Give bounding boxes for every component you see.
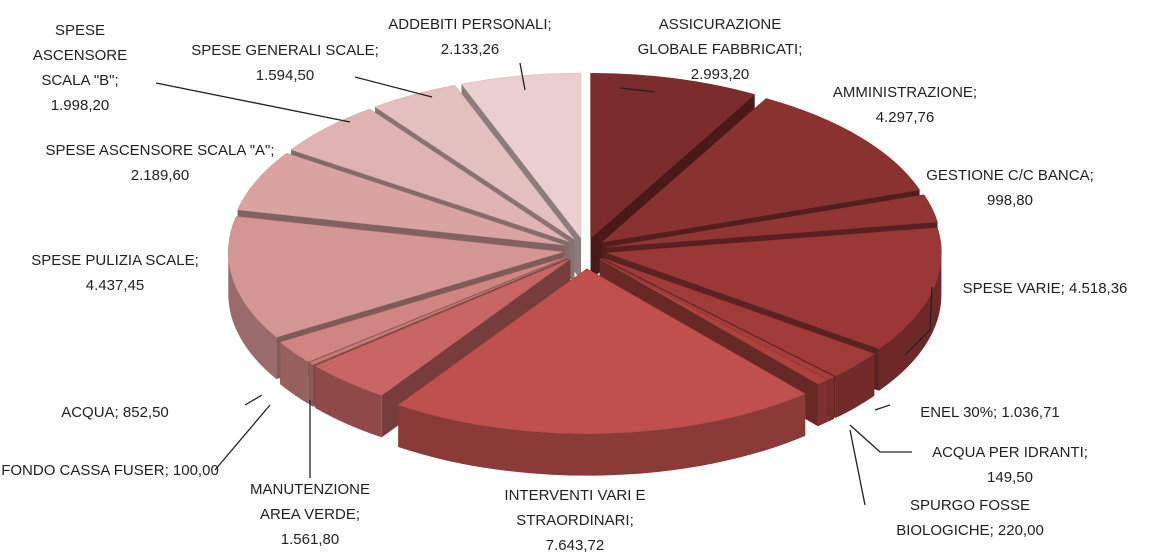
data-label: MANUTENZIONE AREA VERDE; 1.561,80 <box>235 477 385 552</box>
slice <box>308 257 569 366</box>
label-category: SPURGO FOSSE BIOLOGICHE <box>896 497 1031 539</box>
leader-line <box>904 286 933 356</box>
data-label: SPESE ASCENSORE SCALA "A"; 2.189,60 <box>30 138 290 188</box>
slice-wall <box>309 362 314 407</box>
label-separator: ; <box>547 16 552 33</box>
label-separator: ; <box>1083 444 1088 461</box>
label-value: 852,50 <box>122 404 169 421</box>
label-separator: ; <box>972 84 978 101</box>
leader-line <box>244 394 263 406</box>
leader-line <box>214 404 271 471</box>
leader-line <box>354 76 433 98</box>
slice <box>279 256 568 363</box>
label-value: 4.437,45 <box>85 277 145 294</box>
slice-wall <box>827 376 835 422</box>
label-category: SPESE PULIZIA SCALE <box>31 252 195 269</box>
slice <box>601 257 875 377</box>
slice-wall <box>315 366 382 438</box>
data-label: SPURGO FOSSE BIOLOGICHE; 220,00 <box>885 493 1055 543</box>
slice-wall <box>878 252 942 391</box>
label-value: 7.643,72 <box>545 537 605 553</box>
label-category: ACQUA <box>61 404 115 421</box>
slice <box>590 73 756 239</box>
label-category: ADDEBITI PERSONALI <box>388 16 548 33</box>
data-label: INTERVENTI VARI E STRAORDINARI; 7.643,72 <box>490 483 660 553</box>
label-separator: ; <box>114 404 119 421</box>
data-label: ADDEBITI PERSONALI; 2.133,26 <box>370 12 570 62</box>
data-label: SPESE PULIZIA SCALE; 4.437,45 <box>0 248 230 298</box>
slice <box>290 108 570 242</box>
slice-wall <box>228 251 277 380</box>
label-value: 4.518,36 <box>1069 280 1128 297</box>
label-category: SPESE GENERALI SCALE <box>191 42 375 59</box>
data-label: FONDO CASSA FUSER; 100,00 <box>0 458 220 483</box>
leader-line <box>519 62 526 91</box>
slice <box>374 84 575 240</box>
label-value: 2.133,26 <box>440 41 500 58</box>
label-value: 4.297,76 <box>875 109 935 126</box>
data-label: ASSICURAZIONE GLOBALE FABBRICATI; 2.993,… <box>625 12 815 87</box>
label-category: ACQUA PER IDRANTI <box>932 444 1084 461</box>
data-label: SPESE ASCENSORE SCALA "B"; 1.998,20 <box>15 18 145 118</box>
label-separator: ; <box>164 462 169 479</box>
slice <box>397 268 806 434</box>
data-label: ACQUA PER IDRANTI; 149,50 <box>915 440 1105 490</box>
data-label: GESTIONE C/C BANCA; 998,80 <box>910 163 1110 213</box>
label-separator: ; <box>374 42 379 59</box>
leader-line <box>619 87 656 93</box>
label-category: GESTIONE C/C BANCA <box>926 167 1090 184</box>
label-separator: ; <box>355 506 361 523</box>
slice <box>237 153 565 246</box>
data-label: ENEL 30%; 1.036,71 <box>880 400 1100 425</box>
label-category: SPESE VARIE <box>962 280 1061 297</box>
data-label: SPESE GENERALI SCALE; 1.594,50 <box>190 38 380 88</box>
label-category: MANUTENZIONE AREA VERDE <box>250 481 370 523</box>
leader-line <box>874 404 891 411</box>
label-value: 100,00 <box>172 462 219 479</box>
label-value: 149,50 <box>987 469 1033 486</box>
label-category: ENEL 30% <box>920 404 994 421</box>
label-category: ASSICURAZIONE GLOBALE FABBRICATI <box>637 16 799 58</box>
label-category: FONDO CASSA FUSER <box>1 462 165 479</box>
slice <box>314 258 571 396</box>
slice <box>599 258 828 385</box>
label-category: AMMINISTRAZIONE <box>832 84 973 101</box>
label-value: 2.189,60 <box>130 167 190 184</box>
leader-line <box>849 424 912 453</box>
label-value: 2.993,20 <box>690 66 750 83</box>
label-separator: ; <box>993 404 998 421</box>
label-separator: ; <box>194 252 199 269</box>
label-category: SPESE ASCENSORE SCALA "A" <box>45 142 271 159</box>
label-separator: ; <box>989 522 994 539</box>
label-value: 1.594,50 <box>255 67 315 84</box>
label-separator: ; <box>114 72 119 89</box>
slice-wall <box>398 393 806 476</box>
label-category: INTERVENTI VARI E STRAORDINARI <box>504 487 646 529</box>
label-category: SPESE ASCENSORE SCALA "B" <box>32 22 128 89</box>
label-value: 1.561,80 <box>280 531 340 548</box>
label-value: 998,80 <box>987 192 1033 209</box>
data-label: ACQUA; 852,50 <box>15 400 215 425</box>
slice <box>606 194 938 248</box>
slice <box>460 72 582 239</box>
label-value: 1.036,71 <box>1001 404 1060 421</box>
label-value: 1.998,20 <box>50 97 110 114</box>
slice <box>228 216 564 338</box>
slice-wall <box>835 353 875 418</box>
data-label: AMMINISTRAZIONE; 4.297,76 <box>805 80 1005 130</box>
label-separator: ; <box>1060 280 1065 297</box>
label-value: 220,00 <box>997 522 1044 539</box>
label-separator: ; <box>270 142 275 159</box>
data-label: SPESE VARIE; 4.518,36 <box>925 276 1159 301</box>
slice <box>601 98 921 243</box>
leader-line <box>849 429 866 506</box>
leader-line <box>155 82 351 123</box>
label-separator: ; <box>1089 167 1094 184</box>
label-separator: ; <box>798 41 803 58</box>
slice <box>600 258 835 381</box>
label-separator: ; <box>629 512 634 529</box>
slice-wall <box>817 380 828 427</box>
